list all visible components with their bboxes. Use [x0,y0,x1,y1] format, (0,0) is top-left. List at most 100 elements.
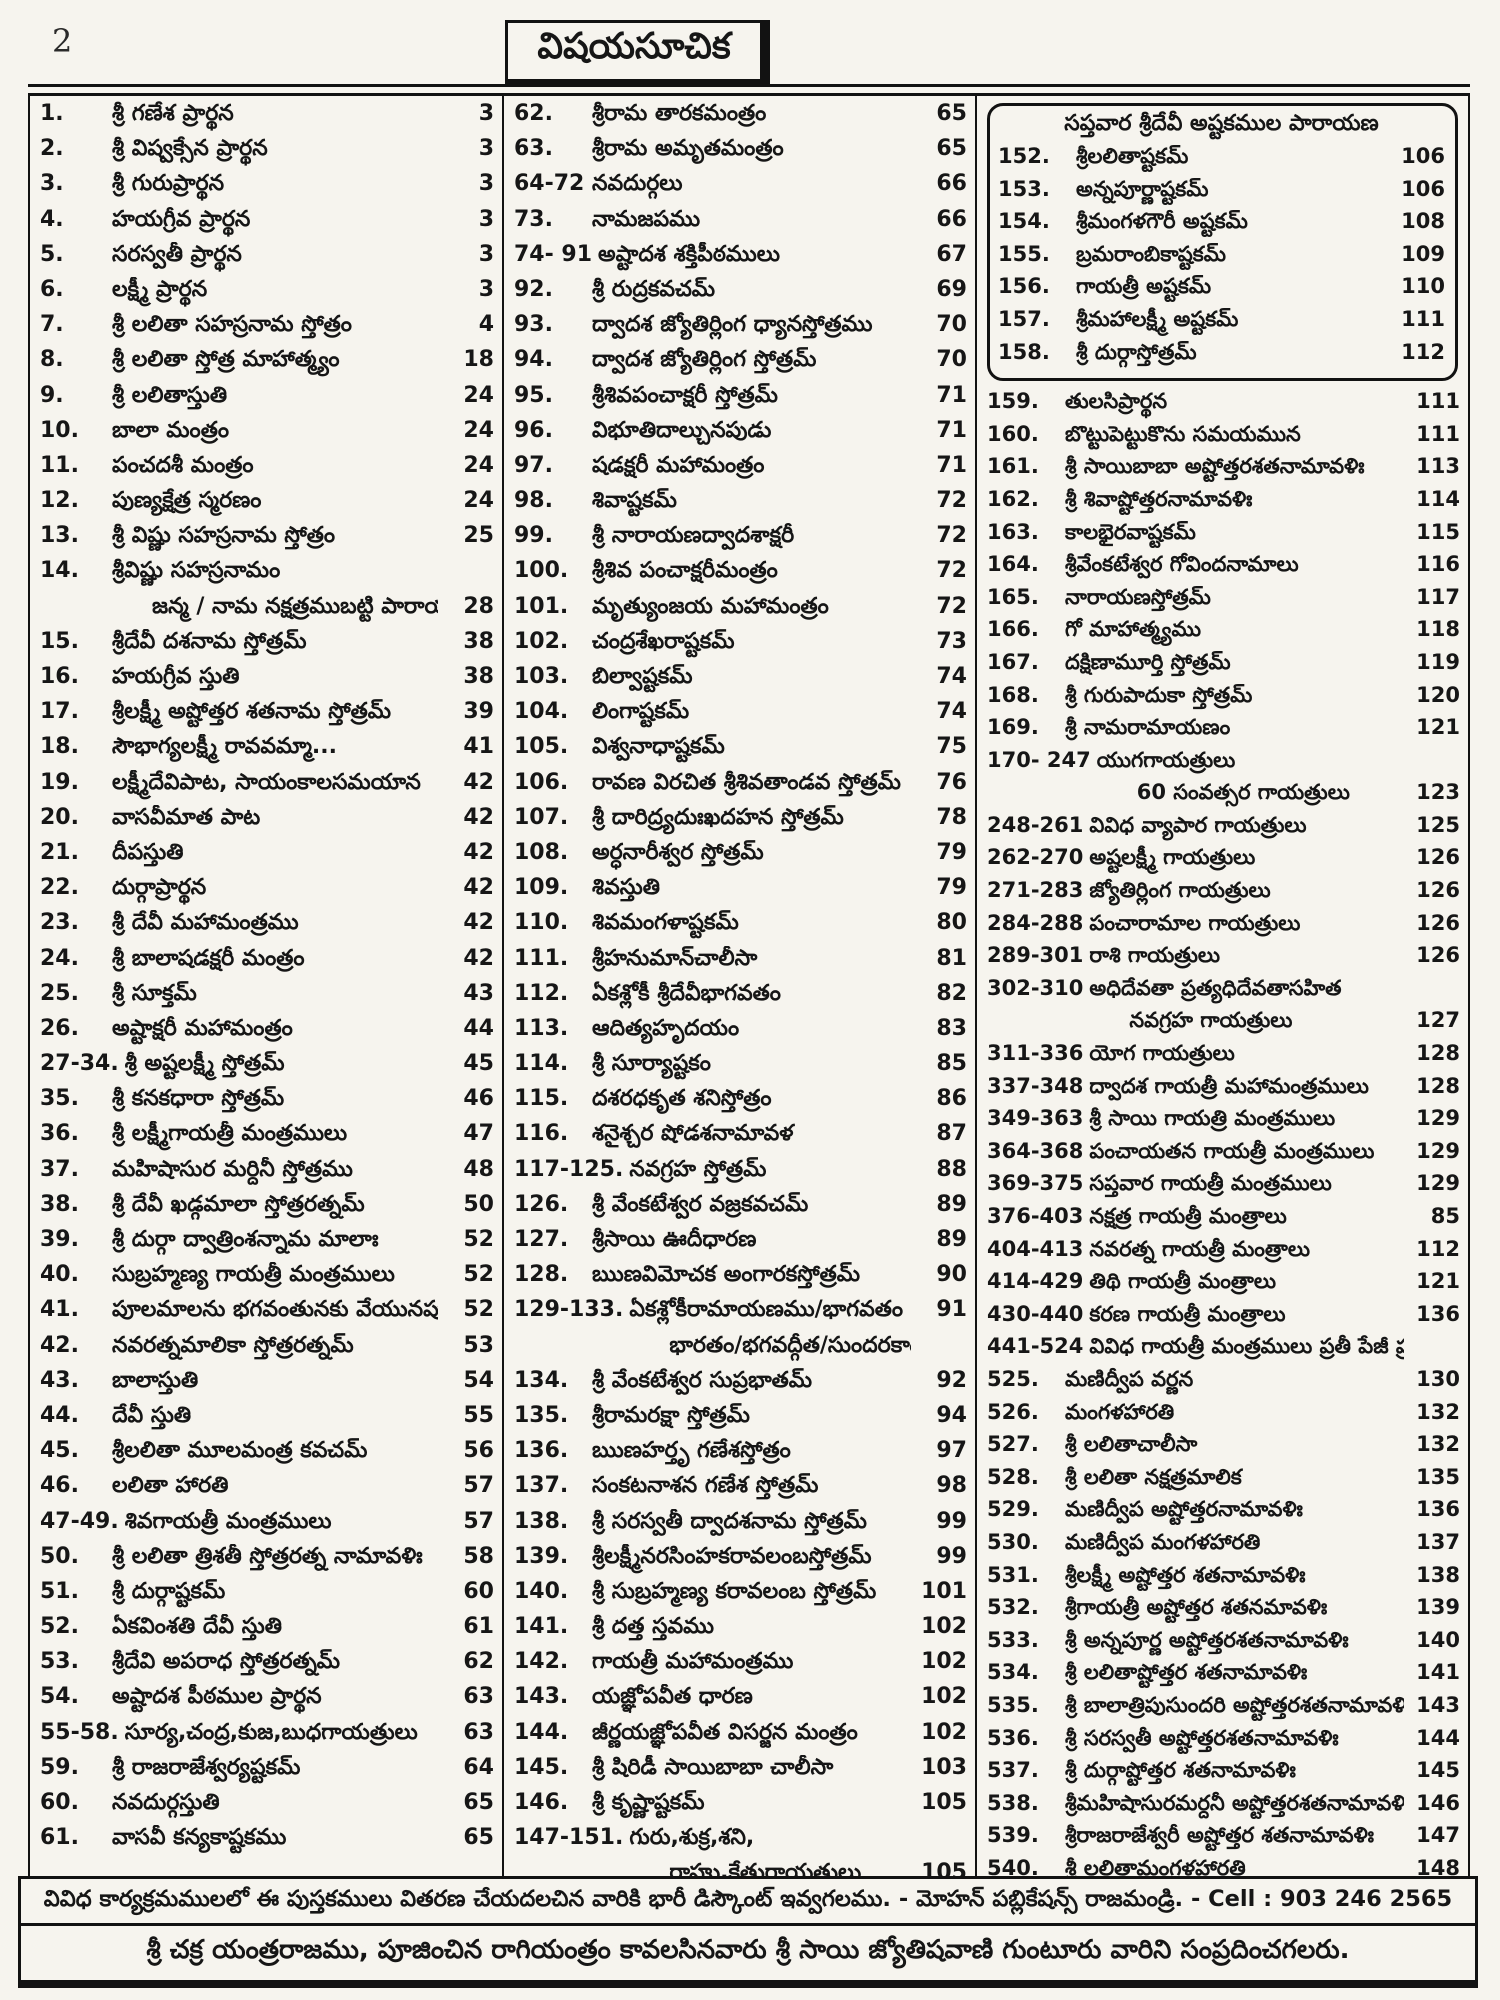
toc-entry: 430-440 కరణ గాయత్రీ మంత్రాలు 136 [987,1302,1460,1335]
entry-page: 137 [1416,1529,1460,1554]
entry-title: జ్యోతిర్లింగ గాయత్రులు [1089,878,1271,903]
entry-title: శ్రీవేంకటేశ్వర గోవిందనామాలు [1065,552,1299,577]
entry-title: సరస్వతీ ప్రార్థన [112,241,242,267]
entry-page: 112 [1416,1236,1460,1261]
toc-entry: 13. శ్రీ విష్ణు సహస్రనామ స్తోత్రం 25 [40,523,494,558]
entry-number: 159. [987,389,1039,414]
entry-number: 404-413 [987,1236,1084,1261]
entry-number: 55-58. [40,1719,119,1745]
entry-page: 143 [1416,1692,1460,1717]
entry-title: మంగళహారతి [1065,1399,1175,1424]
entry-title: శ్రీరామ అమృతమంత్రం [592,136,784,162]
entry-number: 92. [514,276,553,302]
entry-title: శ్రీ శివాష్టోత్తరనామావళిః [1065,486,1253,511]
toc-entry-continuation: 170- 24760 సంవత్సర గాయత్రులు123 [987,780,1460,813]
entry-number: 143. [514,1684,569,1710]
entry-title: నక్షత్ర గాయత్రీ మంత్రాలు [1089,1204,1287,1228]
entry-number: 271-283 [987,878,1084,903]
entry-title: శ్రీలలితా మూలమంత్ర కవచమ్ [112,1438,368,1464]
entry-title: లక్ష్మీదేవిపాట, సాయంకాలసమయాన [112,769,421,795]
entry-number: 100. [514,558,569,584]
entry-title: శ్రీమహిషాసురమర్దనీ అష్టోత్తరశతనామావళిః [1065,1790,1404,1815]
entry-page: 65 [463,1790,494,1815]
toc-entry: 1. శ్రీ గణేశ ప్రార్థన 3 [40,101,494,136]
entry-page: 66 [936,206,967,232]
toc-entry: 24. శ్రీ బాలాషడక్షరీ మంత్రం 42 [40,946,494,981]
toc-entry: 54. అష్టాదశ పీఠముల ప్రార్థన 63 [40,1684,494,1719]
toc-entry: 248-261 వివిధ వ్యాపార గాయత్రులు 125 [987,813,1460,846]
entry-number: 141. [514,1614,569,1640]
entry-title: శ్రీ రాజరాజేశ్వర్యష్టకమ్ [112,1754,301,1780]
toc-entry: 22. దుర్గాప్రార్థన 42 [40,875,494,910]
top-double-rule [28,84,1470,96]
entry-number: 43. [40,1367,79,1393]
toc-entry: 97. షడక్షరీ మహామంత్రం 71 [514,453,967,488]
footer-line-2: శ్రీ చక్ర యంత్రరాజము, పూజించిన రాగియంత్ర… [146,1935,1350,1965]
entry-title: చంద్రశేఖరాష్టకమ్ [592,628,735,654]
entry-number: 105. [514,734,569,760]
entry-title: లింగాష్టకమ్ [592,699,690,725]
entry-title: వాసవీమాత పాట [112,804,261,830]
entry-page: 4 [478,312,494,338]
toc-entry: 289-301 రాశి గాయత్రులు 126 [987,943,1460,976]
entry-title: శ్రీ గణేశ ప్రార్థన [112,101,234,126]
entry-title: ఏకవింశతి దేవీ స్తుతి [112,1614,282,1640]
page-number: 2 [52,22,73,60]
entry-title: లక్ష్మీ ప్రార్థన [112,276,208,302]
entry-number: 50. [40,1543,79,1569]
entry-title: ద్వాదశ జ్యోతిర్లింగ ధ్యానస్తోత్రము [592,312,873,338]
entry-title: శ్రీ వేంకటేశ్వర సుప్రభాతమ్ [592,1367,813,1393]
toc-entry: 540. శ్రీ లలితామంగళహారతి 148 [987,1856,1460,1882]
toc-entry: 38. శ్రీ దేవీ ఖడ్గమాలా స్తోత్రరత్నమ్ 50 [40,1192,494,1227]
entry-page: 54 [463,1367,494,1393]
toc-entry: 37. మహిషాసుర మర్దినీ స్తోత్రము 48 [40,1157,494,1192]
toc-entry: 39. శ్రీ దుర్గా ద్వాత్రింశన్నామ మాలాః 52 [40,1227,494,1262]
entry-page: 70 [936,347,967,373]
entry-title: శ్రీ దుర్గాస్తోత్రమ్ [1076,339,1197,364]
toc-entry: 102. చంద్రశేఖరాష్టకమ్ 73 [514,629,967,664]
entry-title: సౌభాగ్యలక్ష్మీ రావవమ్మా... [112,734,337,760]
entry-title: శ్రీ దేవీ ఖడ్గమాలా స్తోత్రరత్నమ్ [112,1191,365,1217]
toc-entry: 74- 91 అష్టాదశ శక్తిపీఠములు 67 [514,242,967,277]
entry-page: 103 [921,1754,967,1780]
entry-number: 531. [987,1562,1039,1587]
entry-page: 90 [936,1262,967,1288]
toc-entry: 12. పుణ్యక్షేత్ర స్మరణం 24 [40,488,494,523]
toc-entry: 26. అష్టాక్షరీ మహామంత్రం 44 [40,1016,494,1051]
entry-title: వివిధ వ్యాపార గాయత్రులు [1089,812,1307,837]
entry-page: 139 [1416,1595,1460,1620]
toc-entry: 100. శ్రీశివ పంచాక్షరీమంత్రం 72 [514,558,967,593]
toc-entry: 536. శ్రీ సరస్వతీ అష్టోత్తరశతనామావళిః 144 [987,1726,1460,1759]
toc-entry: 528. శ్రీ లలితా నక్షత్రమాలిక 135 [987,1465,1460,1498]
entry-title: శ్రీ విష్వక్సేన ప్రార్థన [112,136,268,162]
entry-number: 22. [40,875,79,901]
entry-number: 289-301 [987,943,1084,968]
toc-entry: 139. శ్రీలక్ష్మీనరసింహకరావలంబస్తోత్రమ్ 99 [514,1544,967,1579]
entry-title: దీపస్తుతి [112,839,184,865]
toc-entry: 136. ఋణహర్తృ గణేశస్తోత్రం 97 [514,1438,967,1473]
entry-number: 430-440 [987,1301,1084,1326]
entry-title: శ్రీ సుబ్రహ్మణ్య కరావలంబ స్తోత్రమ్ [592,1578,877,1604]
toc-entry: 20. వాసవీమాత పాట 42 [40,805,494,840]
entry-title: శ్రీ లలితాష్టోత్తర శతనామావళిః [1065,1660,1308,1685]
toc-entry: 159. తులసిప్రార్థన 111 [987,389,1460,422]
entry-number: 525. [987,1366,1039,1391]
toc-entry: 349-363 శ్రీ సాయి గాయత్రి మంత్రములు 129 [987,1106,1460,1139]
entry-number: 41. [40,1297,79,1323]
entry-title: శ్రీ అన్నపూర్ణ అష్టోత్తరశతనామావళిః [1065,1627,1349,1652]
entry-number: 42. [40,1332,79,1358]
entry-title: ఆదిత్యహృదయం [592,1015,740,1041]
toc-entry: 117-125. నవగ్రహ స్తోత్రమ్ 88 [514,1157,967,1192]
entry-page: 109 [1401,241,1445,266]
entry-page: 28 [463,593,494,619]
entry-title: హయగ్రీవ ప్రార్థన [112,206,251,232]
entry-number: 39. [40,1227,79,1252]
entry-title: దేవీ స్తుతి [112,1402,192,1428]
entry-page: 65 [936,136,967,162]
entry-page: 65 [936,101,967,126]
toc-entry: 52. ఏకవింశతి దేవీ స్తుతి 61 [40,1614,494,1649]
toc-entry: 126. శ్రీ వేంకటేశ్వర వజ్రకవచమ్ 89 [514,1192,967,1227]
entry-page: 82 [936,980,967,1006]
entry-page: 120 [1416,682,1460,707]
toc-entry: 539. శ్రీరాజరాజేశ్వరీ అష్టోత్తర శతనామావళి… [987,1823,1460,1856]
